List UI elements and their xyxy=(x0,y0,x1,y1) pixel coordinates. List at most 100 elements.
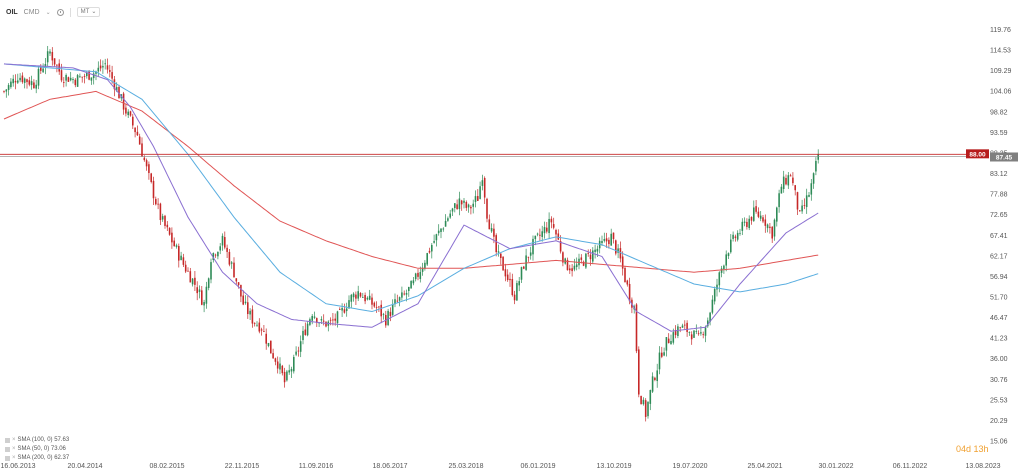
candle-body xyxy=(472,203,474,207)
candle-body xyxy=(532,238,534,255)
candle-body xyxy=(523,266,525,269)
candle-body xyxy=(723,265,725,270)
candle-body xyxy=(672,332,675,343)
candle-body xyxy=(417,272,419,277)
candle-body xyxy=(180,255,182,261)
candle-body xyxy=(778,193,780,208)
interval-label: MT xyxy=(80,9,90,15)
candle-body xyxy=(566,259,569,271)
candle-body xyxy=(437,230,440,234)
candle-body xyxy=(608,239,610,245)
candle-body xyxy=(136,131,139,136)
candle-body xyxy=(716,284,718,290)
candle-body xyxy=(90,77,93,81)
ask-price-text: 87.45 xyxy=(996,154,1013,161)
candle-body xyxy=(801,205,803,212)
candle-body xyxy=(30,81,33,86)
candle-body xyxy=(794,185,796,191)
legend-item[interactable]: × SMA (200, 0) 62.37 xyxy=(5,454,69,463)
candle-body xyxy=(348,300,350,309)
clock-icon[interactable] xyxy=(56,8,64,16)
y-tick-label: 56.94 xyxy=(990,274,1008,281)
candle-body xyxy=(403,293,405,295)
candle-body xyxy=(396,300,399,302)
candle-body xyxy=(92,73,95,79)
chevron-down-icon[interactable]: ⌄ xyxy=(45,9,51,16)
candle-body xyxy=(17,80,19,83)
candle-body xyxy=(40,67,42,71)
candle-body xyxy=(313,316,316,318)
toolbar-divider xyxy=(69,7,71,17)
candle-body xyxy=(350,294,353,302)
candle-body xyxy=(812,173,815,184)
candle-body xyxy=(534,235,537,240)
candle-body xyxy=(679,327,681,329)
candle-body xyxy=(479,186,481,199)
candle-body xyxy=(697,333,700,335)
candle-body xyxy=(205,286,208,304)
candle-body xyxy=(99,65,102,69)
candle-body xyxy=(106,65,109,70)
legend-item[interactable]: × SMA (50, 0) 73.06 xyxy=(5,445,69,454)
candle-body xyxy=(164,215,166,226)
close-icon[interactable]: × xyxy=(12,446,16,452)
y-tick-label: 62.17 xyxy=(990,253,1008,260)
candle-body xyxy=(509,278,511,281)
close-icon[interactable]: × xyxy=(12,455,16,461)
candle-body xyxy=(541,231,543,237)
candle-body xyxy=(743,221,746,223)
candle-body xyxy=(725,254,727,266)
candle-body xyxy=(428,250,431,253)
close-icon[interactable]: × xyxy=(12,437,16,443)
candle-body xyxy=(449,213,451,218)
x-tick-label: 08.02.2015 xyxy=(149,463,184,470)
candle-body xyxy=(433,241,435,243)
ask-price-tag xyxy=(990,152,1018,162)
y-tick-label: 93.59 xyxy=(990,130,1008,137)
candle-body xyxy=(419,272,422,279)
candle-body xyxy=(279,363,281,370)
candle-body xyxy=(628,283,631,302)
candle-body xyxy=(458,198,461,210)
candle-body xyxy=(543,227,546,234)
candle-body xyxy=(221,235,224,246)
interval-select[interactable]: MT ⌄ xyxy=(76,7,101,17)
legend-item[interactable]: × SMA (100, 0) 57.63 xyxy=(5,436,69,445)
candle-body xyxy=(148,164,150,174)
instrument-symbol[interactable]: OIL xyxy=(6,8,18,16)
candle-body xyxy=(709,312,711,322)
candle-body xyxy=(378,306,380,308)
candle-body xyxy=(575,264,578,268)
candle-body xyxy=(506,274,509,281)
candle-body xyxy=(755,206,757,212)
candle-body xyxy=(175,245,178,247)
candle-body xyxy=(796,192,799,210)
candle-body xyxy=(640,395,642,405)
candle-body xyxy=(184,264,187,272)
candle-body xyxy=(210,262,212,280)
candle-body xyxy=(212,253,215,260)
candle-body xyxy=(178,246,180,261)
candle-body xyxy=(104,63,106,65)
candle-body xyxy=(196,287,198,294)
candle-body xyxy=(546,227,548,232)
candle-body xyxy=(159,203,162,221)
candle-body xyxy=(465,202,468,208)
candle-body xyxy=(295,351,297,355)
candle-body xyxy=(67,77,70,82)
x-tick-label: 20.04.2014 xyxy=(67,463,102,470)
candle-body xyxy=(242,295,244,305)
candle-body xyxy=(122,93,125,110)
candle-body xyxy=(12,78,14,84)
candle-body xyxy=(325,321,327,327)
candle-body xyxy=(95,71,97,74)
candle-body xyxy=(173,240,175,247)
candle-body xyxy=(451,208,454,212)
instrument-type: CMD xyxy=(23,8,40,16)
candle-body xyxy=(412,280,415,284)
x-tick-label: 11.09.2016 xyxy=(299,463,334,470)
sma-100-line xyxy=(3,63,819,313)
candle-body xyxy=(138,136,141,145)
candle-body xyxy=(109,70,111,72)
